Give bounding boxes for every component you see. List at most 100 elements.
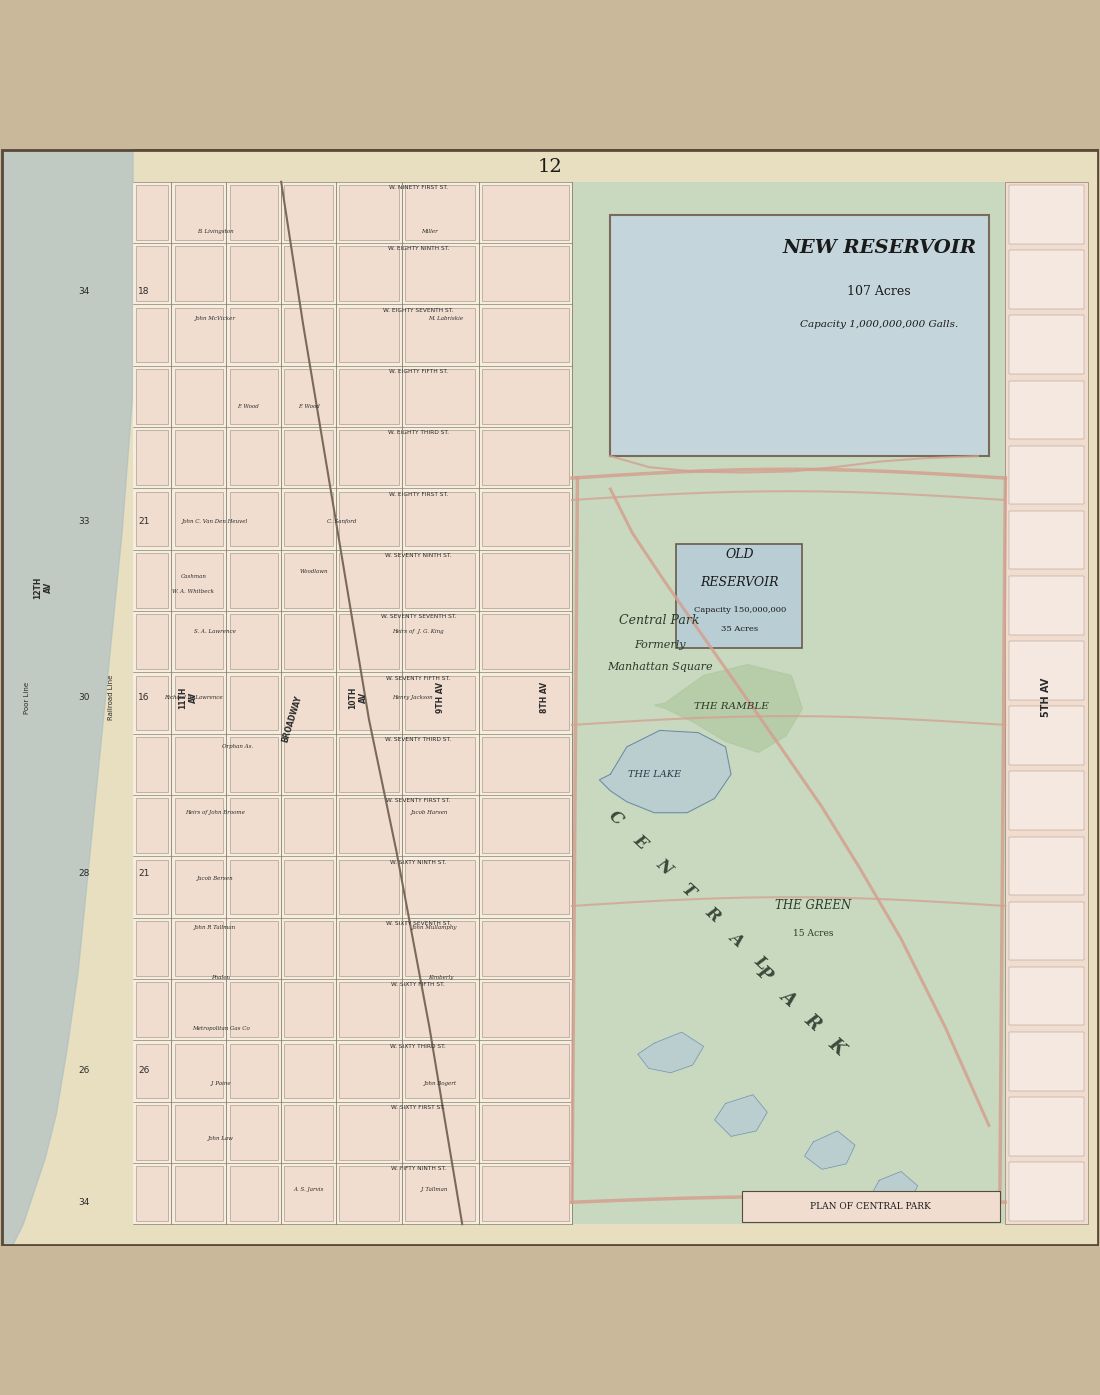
Bar [285,431,332,485]
Bar [339,431,398,485]
Bar [285,1105,332,1159]
Bar [175,675,223,731]
Text: W. NINETY FIRST ST.: W. NINETY FIRST ST. [388,186,448,190]
Bar [339,186,398,240]
Bar [1005,181,1088,1225]
Text: RESERVOIR: RESERVOIR [701,576,779,589]
Bar [136,308,168,363]
Text: Heirs of  J. G. King: Heirs of J. G. King [393,629,444,635]
Text: Formerly: Formerly [634,640,685,650]
Bar [1009,901,1085,960]
Bar [1009,1162,1085,1221]
Text: John McVicker: John McVicker [195,317,235,321]
Text: Miller: Miller [421,229,438,234]
Text: W. SIXTY SEVENTH ST.: W. SIXTY SEVENTH ST. [386,921,451,926]
Text: K: K [825,1035,848,1059]
Bar [405,308,475,363]
Bar [285,614,332,670]
Bar [175,982,223,1036]
Text: 18: 18 [139,287,150,296]
Text: Heirs of John Broome: Heirs of John Broome [186,810,245,815]
Polygon shape [638,1032,704,1073]
Bar [175,1166,223,1221]
Bar [136,859,168,914]
Text: A: A [777,986,800,1010]
Bar [175,308,223,363]
Bar [405,921,475,975]
Bar [230,798,278,852]
Text: Railroad Line: Railroad Line [108,675,114,720]
Text: W. SEVENTY THIRD ST.: W. SEVENTY THIRD ST. [385,737,451,742]
Bar [175,247,223,301]
Text: Poor Line: Poor Line [23,681,30,714]
Bar [230,1043,278,1098]
Bar [230,491,278,547]
Text: P: P [752,963,776,985]
Text: John Bogert: John Bogert [424,1081,456,1087]
Text: Capacity 1,000,000,000 Galls.: Capacity 1,000,000,000 Galls. [800,319,958,329]
Text: W. SIXTY NINTH ST.: W. SIXTY NINTH ST. [390,859,447,865]
Text: W. EIGHTY THIRD ST.: W. EIGHTY THIRD ST. [388,431,449,435]
Text: 11TH
AV: 11TH AV [178,686,198,709]
Bar [482,737,569,792]
Text: Central Park: Central Park [619,614,700,628]
Text: 21: 21 [139,869,150,877]
Text: Cashman: Cashman [180,575,207,579]
Text: W. EIGHTY NINTH ST.: W. EIGHTY NINTH ST. [387,247,449,251]
Bar [285,552,332,608]
Text: PLAN OF CENTRAL PARK: PLAN OF CENTRAL PARK [810,1202,931,1211]
Bar [136,921,168,975]
Bar [1009,706,1085,764]
Bar [175,491,223,547]
Bar [285,186,332,240]
Text: 10TH
AV: 10TH AV [349,686,367,709]
Bar [1009,1032,1085,1091]
Bar [339,1105,398,1159]
Bar [339,308,398,363]
Text: 9TH AV: 9TH AV [436,682,444,713]
Text: Jacob Harsen: Jacob Harsen [410,810,448,815]
Bar [339,675,398,731]
Text: W. SIXTY THIRD ST.: W. SIXTY THIRD ST. [390,1043,447,1049]
Bar [136,186,168,240]
Polygon shape [1,149,133,1246]
Bar [230,921,278,975]
Bar [339,798,398,852]
Bar [230,186,278,240]
Text: T: T [678,880,698,901]
Text: 34: 34 [78,287,89,296]
Text: W. SEVENTY FIRST ST.: W. SEVENTY FIRST ST. [386,798,451,804]
Text: Richard R. Lawrence: Richard R. Lawrence [164,695,222,700]
Bar [676,544,802,649]
Bar [136,1105,168,1159]
Bar [230,308,278,363]
Bar [339,1166,398,1221]
Text: 28: 28 [78,869,89,877]
Bar [175,798,223,852]
Text: 30: 30 [78,693,89,702]
Text: Phalen: Phalen [211,975,230,979]
Bar [482,982,569,1036]
Text: BROADWAY: BROADWAY [280,695,304,744]
Bar [175,737,223,792]
Bar [285,247,332,301]
Text: C. Sanford: C. Sanford [327,519,356,525]
Text: W. SEVENTY NINTH ST.: W. SEVENTY NINTH ST. [385,552,452,558]
Bar [136,431,168,485]
Text: J. Tallman: J. Tallman [421,1187,449,1191]
Bar [285,982,332,1036]
Bar [405,1166,475,1221]
Bar [405,247,475,301]
Text: R: R [702,904,723,926]
Bar [1009,837,1085,896]
Bar [405,798,475,852]
Bar [405,614,475,670]
Bar [1009,771,1085,830]
Bar [339,982,398,1036]
Bar [175,431,223,485]
Bar [482,186,569,240]
Text: N: N [652,855,675,877]
Bar [285,921,332,975]
Text: W. EIGHTY FIRST ST.: W. EIGHTY FIRST ST. [388,491,448,497]
Text: L: L [750,953,771,974]
